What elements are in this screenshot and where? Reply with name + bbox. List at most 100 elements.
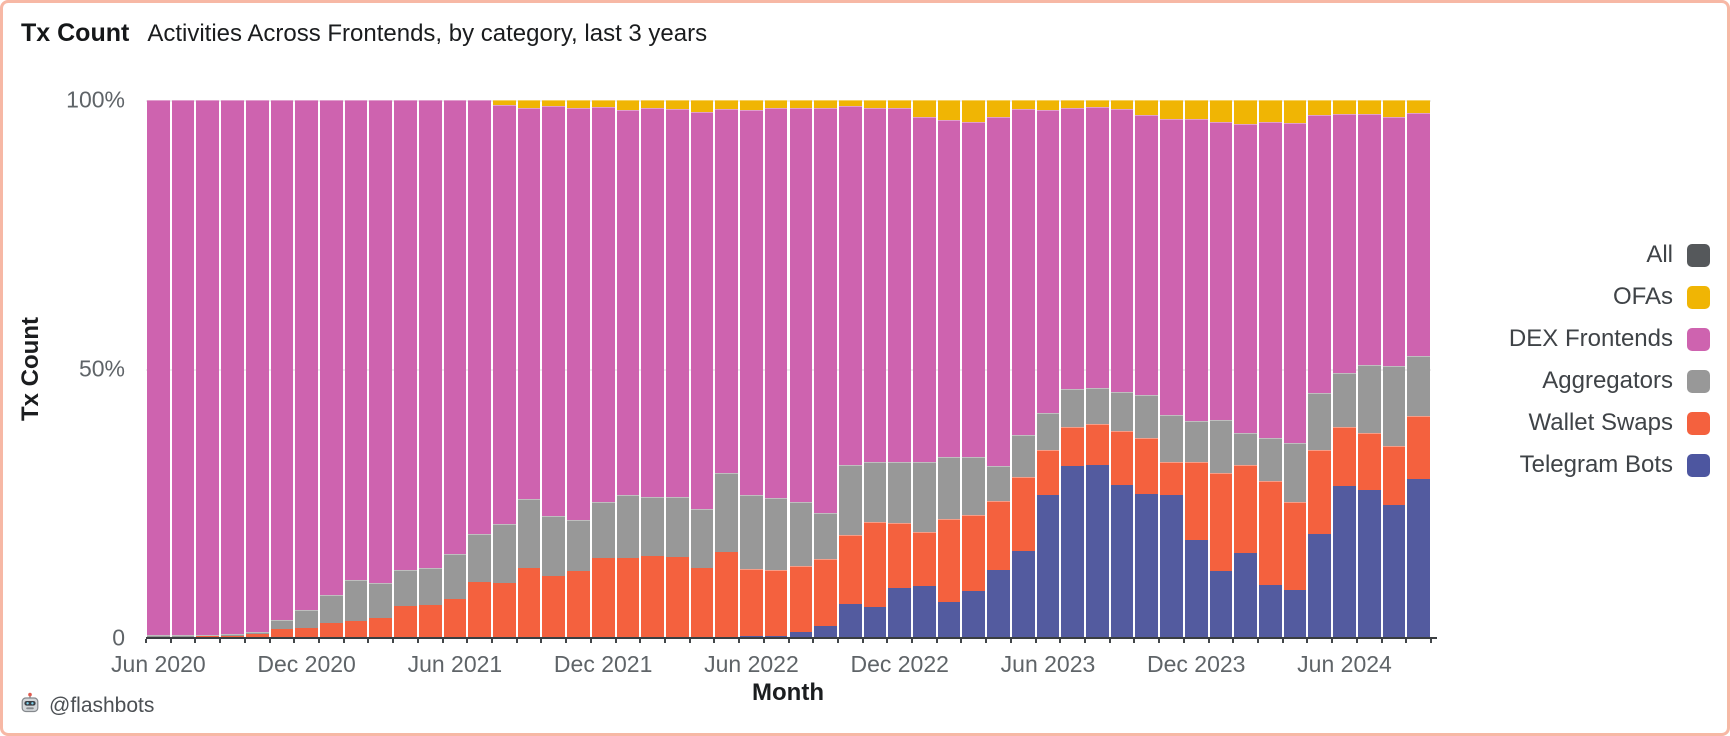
bar-segment-dex-frontends[interactable]: [1086, 107, 1109, 388]
legend-item-all[interactable]: All: [1646, 241, 1710, 269]
bar-column[interactable]: [492, 100, 516, 638]
bar-segment-wallet-swaps[interactable]: [394, 606, 417, 638]
bar-segment-ofas[interactable]: [567, 100, 590, 108]
bar-segment-ofas[interactable]: [1036, 100, 1060, 111]
bar-segment-telegram-bots[interactable]: [1036, 494, 1060, 638]
bar-segment-dex-frontends[interactable]: [221, 100, 244, 635]
bar-segment-wallet-swaps[interactable]: [344, 620, 368, 638]
bar-column[interactable]: [715, 100, 739, 638]
bar-column[interactable]: [1011, 100, 1035, 638]
bar-segment-aggregators[interactable]: [1234, 433, 1257, 466]
bar-segment-aggregators[interactable]: [418, 568, 442, 605]
bar-column[interactable]: [789, 100, 813, 638]
bar-column[interactable]: [270, 100, 294, 638]
bar-segment-telegram-bots[interactable]: [1407, 478, 1430, 638]
bar-segment-dex-frontends[interactable]: [344, 100, 368, 581]
bar-segment-ofas[interactable]: [1061, 100, 1085, 108]
bar-segment-dex-frontends[interactable]: [962, 122, 986, 458]
bar-segment-telegram-bots[interactable]: [1333, 486, 1356, 638]
bar-segment-aggregators[interactable]: [1382, 366, 1406, 447]
bar-column[interactable]: [962, 100, 986, 638]
bar-segment-aggregators[interactable]: [369, 583, 393, 619]
bar-segment-aggregators[interactable]: [245, 631, 269, 634]
bar-segment-ofas[interactable]: [764, 100, 788, 109]
bar-column[interactable]: [937, 100, 961, 638]
bar-segment-aggregators[interactable]: [1110, 392, 1134, 432]
bar-segment-ofas[interactable]: [665, 100, 689, 110]
bar-segment-telegram-bots[interactable]: [888, 587, 912, 638]
bar-segment-wallet-swaps[interactable]: [1407, 416, 1430, 479]
bar-segment-dex-frontends[interactable]: [147, 100, 170, 636]
bar-column[interactable]: [295, 100, 318, 638]
bar-segment-telegram-bots[interactable]: [1209, 570, 1233, 638]
bar-segment-aggregators[interactable]: [962, 457, 986, 516]
bar-column[interactable]: [913, 100, 936, 638]
bar-segment-wallet-swaps[interactable]: [1283, 501, 1307, 590]
bar-column[interactable]: [1308, 100, 1332, 638]
bar-segment-wallet-swaps[interactable]: [1209, 472, 1233, 571]
bar-segment-aggregators[interactable]: [319, 594, 343, 623]
bar-segment-ofas[interactable]: [962, 100, 986, 123]
bar-segment-dex-frontends[interactable]: [542, 106, 566, 516]
bar-segment-wallet-swaps[interactable]: [1135, 437, 1159, 494]
bar-column[interactable]: [542, 100, 566, 638]
bar-segment-telegram-bots[interactable]: [1011, 551, 1035, 638]
bar-segment-aggregators[interactable]: [1259, 437, 1282, 481]
bar-segment-dex-frontends[interactable]: [937, 120, 961, 458]
bar-segment-ofas[interactable]: [1086, 100, 1109, 108]
bar-segment-aggregators[interactable]: [394, 569, 417, 607]
bar-segment-aggregators[interactable]: [1086, 387, 1109, 424]
bar-segment-dex-frontends[interactable]: [913, 116, 936, 463]
bar-column[interactable]: [344, 100, 368, 638]
bar-segment-wallet-swaps[interactable]: [1160, 462, 1183, 495]
bar-segment-aggregators[interactable]: [147, 635, 170, 637]
bar-segment-wallet-swaps[interactable]: [1184, 462, 1208, 541]
bar-segment-dex-frontends[interactable]: [591, 107, 615, 503]
bar-column[interactable]: [1357, 100, 1381, 638]
bar-segment-dex-frontends[interactable]: [1011, 109, 1035, 435]
bar-segment-telegram-bots[interactable]: [1259, 584, 1282, 638]
bar-segment-wallet-swaps[interactable]: [764, 569, 788, 636]
bar-segment-ofas[interactable]: [1209, 100, 1233, 122]
bar-segment-telegram-bots[interactable]: [789, 631, 813, 638]
bar-segment-dex-frontends[interactable]: [1110, 109, 1134, 393]
bar-segment-telegram-bots[interactable]: [1110, 484, 1134, 638]
bar-column[interactable]: [690, 100, 714, 638]
bar-segment-aggregators[interactable]: [1283, 443, 1307, 502]
bar-segment-aggregators[interactable]: [270, 619, 294, 629]
bar-segment-dex-frontends[interactable]: [369, 100, 393, 584]
bar-segment-dex-frontends[interactable]: [690, 111, 714, 510]
bar-segment-dex-frontends[interactable]: [270, 100, 294, 620]
bar-segment-wallet-swaps[interactable]: [1382, 446, 1406, 505]
bar-segment-wallet-swaps[interactable]: [962, 515, 986, 592]
bar-segment-wallet-swaps[interactable]: [838, 534, 862, 605]
bar-column[interactable]: [1086, 100, 1109, 638]
bar-segment-aggregators[interactable]: [1184, 421, 1208, 463]
bar-segment-wallet-swaps[interactable]: [1234, 465, 1257, 553]
bar-column[interactable]: [665, 100, 689, 638]
bar-column[interactable]: [814, 100, 837, 638]
bar-column[interactable]: [369, 100, 393, 638]
bar-segment-dex-frontends[interactable]: [1135, 115, 1159, 396]
bar-segment-aggregators[interactable]: [344, 580, 368, 621]
bar-segment-wallet-swaps[interactable]: [542, 575, 566, 638]
bar-column[interactable]: [171, 100, 195, 638]
bar-segment-dex-frontends[interactable]: [1357, 114, 1381, 365]
bar-segment-aggregators[interactable]: [1308, 393, 1332, 450]
bar-segment-telegram-bots[interactable]: [1086, 465, 1109, 638]
bar-column[interactable]: [221, 100, 244, 638]
bar-segment-ofas[interactable]: [1308, 100, 1332, 115]
bar-segment-wallet-swaps[interactable]: [492, 583, 516, 638]
bar-segment-dex-frontends[interactable]: [1061, 107, 1085, 389]
bar-segment-telegram-bots[interactable]: [1308, 534, 1332, 638]
bar-segment-dex-frontends[interactable]: [740, 110, 763, 495]
bar-column[interactable]: [1209, 100, 1233, 638]
bar-segment-telegram-bots[interactable]: [937, 601, 961, 638]
bar-segment-aggregators[interactable]: [295, 609, 318, 628]
bar-segment-aggregators[interactable]: [468, 534, 491, 582]
bar-column[interactable]: [1061, 100, 1085, 638]
bar-segment-ofas[interactable]: [888, 100, 912, 109]
bar-segment-dex-frontends[interactable]: [715, 109, 739, 473]
bar-segment-telegram-bots[interactable]: [1135, 493, 1159, 638]
bar-column[interactable]: [147, 100, 170, 638]
